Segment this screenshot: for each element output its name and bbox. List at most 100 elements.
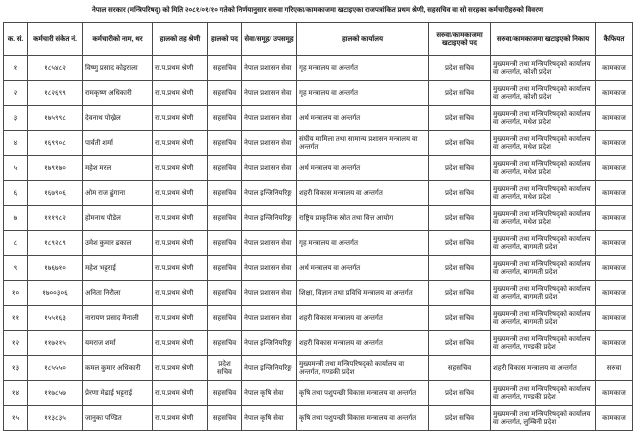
cell-current-office: कृषि तथा पशुपन्छी विकास मन्त्रालय वा अन्… — [296, 380, 429, 406]
table-row: ७ १११९८२ होमनाथ पौडेल रा.प.प्रथम श्रेणी … — [3, 205, 633, 231]
cell-employee-code: १८२६९९ — [27, 80, 83, 106]
cell-current-post: सहसचिव — [207, 130, 242, 156]
cell-current-post: सहसचिव — [207, 80, 242, 106]
cell-remarks: कामकाज — [595, 255, 633, 281]
cell-current-office: अर्थ मन्त्रालय वा अन्तर्गत — [296, 255, 429, 281]
cell-assigned-post: प्रदेश सचिव — [428, 205, 491, 231]
table-header-row: क. सं. कर्मचारी संकेत नं. कर्मचारीको नाम… — [3, 22, 633, 56]
cell-assigned-office: मुख्यमन्त्री तथा मन्त्रिपरिषद्को कार्याल… — [490, 80, 596, 106]
cell-employee-code: ११७२१५ — [27, 330, 83, 356]
cell-employee-code: ११७८५७ — [27, 380, 83, 406]
cell-service-group: नेपाल प्रशासन सेवा — [241, 130, 297, 156]
cell-current-post: सहसचिव — [207, 230, 242, 256]
table-row: १३ १८५५५० कमल कुमार अधिकारी रा.प.प्रथम श… — [3, 355, 633, 381]
cell-employee-name: अनिता निरौला — [82, 280, 153, 306]
cell-service-group: नेपाल प्रशासन सेवा — [241, 255, 297, 281]
cell-employee-code: १६९९०८ — [27, 130, 83, 156]
cell-assigned-office: मुख्यमन्त्री तथा मन्त्रिपरिषद्को कार्याल… — [490, 230, 596, 256]
header-assigned-post: सरुवा/कामकाजमा खटाइएको पद — [428, 22, 491, 56]
cell-service-group: नेपाल इन्जिनियरिङ्ग — [241, 330, 297, 356]
cell-employee-name: महेश मरल — [82, 155, 153, 181]
cell-assigned-post: प्रदेश सचिव — [428, 330, 491, 356]
cell-current-post: सहसचिव — [207, 380, 242, 406]
cell-current-grade: रा.प.प्रथम श्रेणी — [152, 330, 208, 356]
table-row: १२ ११७२१५ यमराज शर्मा रा.प.प्रथम श्रेणी … — [3, 330, 633, 356]
header-employee-name: कर्मचारीको नाम, थर — [82, 22, 153, 56]
cell-assigned-office: मुख्यमन्त्री तथा मन्त्रिपरिषद्को कार्याल… — [490, 330, 596, 356]
header-current-grade: हालको तह श्रेणी — [152, 22, 208, 56]
cell-current-office: गृह मन्त्रालय वा अन्तर्गत — [296, 230, 429, 256]
cell-employee-name: जानुका पण्डित — [82, 405, 153, 431]
cell-assigned-office: मुख्यमन्त्री तथा मन्त्रिपरिषद्को कार्याल… — [490, 205, 596, 231]
cell-assigned-post: प्रदेश सचिव — [428, 130, 491, 156]
cell-assigned-post: प्रदेश सचिव — [428, 255, 491, 281]
cell-serial-number: १२ — [3, 330, 28, 356]
cell-assigned-post: प्रदेश सचिव — [428, 180, 491, 206]
cell-assigned-office: मुख्यमन्त्री तथा मन्त्रिपरिषद्को कार्याल… — [490, 255, 596, 281]
header-current-post: हालको पद — [207, 22, 242, 56]
cell-current-office: शहरी विकास मन्त्रालय वा अन्तर्गत — [296, 180, 429, 206]
cell-remarks: कामकाज — [595, 180, 633, 206]
cell-current-post: सहसचिव — [207, 255, 242, 281]
cell-assigned-office: मुख्यमन्त्री तथा मन्त्रिपरिषद्को कार्याल… — [490, 130, 596, 156]
cell-service-group: नेपाल इन्जिनियरिङ्ग — [241, 205, 297, 231]
header-serial-number: क. सं. — [3, 22, 28, 56]
cell-assigned-post: प्रदेश सचिव — [428, 80, 491, 106]
header-current-office: हालको कार्यालय — [296, 22, 429, 56]
cell-current-office: राष्ट्रिय प्राकृतिक स्रोत तथा वित्त आयोग — [296, 205, 429, 231]
cell-remarks: कामकाज — [595, 280, 633, 306]
cell-current-office: अर्थ मन्त्रालय वा अन्तर्गत — [296, 105, 429, 131]
cell-current-grade: रा.प.प्रथम श्रेणी — [152, 280, 208, 306]
cell-current-post: सहसचिव — [207, 180, 242, 206]
cell-current-grade: रा.प.प्रथम श्रेणी — [152, 255, 208, 281]
cell-serial-number: ५ — [3, 155, 28, 181]
cell-employee-code: १८५५५० — [27, 355, 83, 381]
table-row: ८ १८९२८९ उमेश कुमार ढकाल रा.प.प्रथम श्रे… — [3, 230, 633, 256]
cell-serial-number: १३ — [3, 355, 28, 381]
cell-remarks: कामकाज — [595, 305, 633, 331]
cell-employee-name: देवनाथ पोख्रेल — [82, 105, 153, 131]
cell-remarks: कामकाज — [595, 405, 633, 431]
cell-assigned-post: सहसचिव — [428, 355, 491, 381]
cell-employee-code: १८५४८२ — [27, 55, 83, 81]
cell-employee-code: १७५९९८ — [27, 105, 83, 131]
cell-remarks: कामकाज — [595, 330, 633, 356]
cell-serial-number: १४ — [3, 380, 28, 406]
cell-service-group: नेपाल प्रशासन सेवा — [241, 305, 297, 331]
cell-remarks: कामकाज — [595, 80, 633, 106]
cell-serial-number: ११ — [3, 305, 28, 331]
cell-assigned-post: प्रदेश सचिव — [428, 280, 491, 306]
transfer-roster-table: क. सं. कर्मचारी संकेत नं. कर्मचारीको नाम… — [3, 22, 633, 431]
cell-serial-number: ९ — [3, 255, 28, 281]
header-employee-code: कर्मचारी संकेत नं. — [27, 22, 83, 56]
cell-remarks: कामकाज — [595, 55, 633, 81]
cell-assigned-office: मुख्यमन्त्री तथा मन्त्रिपरिषद्को कार्याल… — [490, 105, 596, 131]
table-row: ५ १७९१७० महेश मरल रा.प.प्रथम श्रेणी सहसच… — [3, 155, 633, 181]
table-row: १४ ११७८५७ प्रेरणा मेढाई भट्टराई रा.प.प्र… — [3, 380, 633, 406]
cell-current-office: शिक्षा, विज्ञान तथा प्रविधि मन्त्रालय वा… — [296, 280, 429, 306]
cell-current-office: अर्थ मन्त्रालय वा अन्तर्गत — [296, 155, 429, 181]
cell-employee-code: १७९१७० — [27, 155, 83, 181]
cell-current-grade: रा.प.प्रथम श्रेणी — [152, 380, 208, 406]
cell-current-post: सहसचिव — [207, 405, 242, 431]
cell-employee-code: १११९८२ — [27, 205, 83, 231]
cell-current-office: मुख्यमन्त्री तथा मन्त्रिपरिषद्को कार्याल… — [296, 355, 429, 381]
document-title: नेपाल सरकार (मन्त्रिपरिषद्) को मिति २०८१… — [91, 6, 544, 14]
cell-serial-number: २ — [3, 80, 28, 106]
cell-employee-name: प्रेरणा मेढाई भट्टराई — [82, 380, 153, 406]
cell-current-post: सहसचिव — [207, 205, 242, 231]
cell-current-grade: रा.प.प्रथम श्रेणी — [152, 105, 208, 131]
cell-employee-name: महेश भट्टराई — [82, 255, 153, 281]
cell-current-post: सहसचिव — [207, 330, 242, 356]
header-service-group: सेवा/समूह/ उपसमूह — [241, 22, 297, 56]
cell-employee-name: पार्वती शर्मा — [82, 130, 153, 156]
cell-service-group: नेपाल कृषि सेवा — [241, 380, 297, 406]
cell-employee-name: रामकृष्ण अधिकारी — [82, 80, 153, 106]
cell-assigned-office: मुख्यमन्त्री तथा मन्त्रिपरिषद्को कार्याल… — [490, 180, 596, 206]
table-row: १० १७००३०६ अनिता निरौला रा.प.प्रथम श्रेण… — [3, 280, 633, 306]
cell-current-grade: रा.प.प्रथम श्रेणी — [152, 80, 208, 106]
cell-employee-code: १५५१६३ — [27, 305, 83, 331]
cell-current-grade: रा.प.प्रथम श्रेणी — [152, 230, 208, 256]
cell-assigned-post: प्रदेश सचिव — [428, 55, 491, 81]
